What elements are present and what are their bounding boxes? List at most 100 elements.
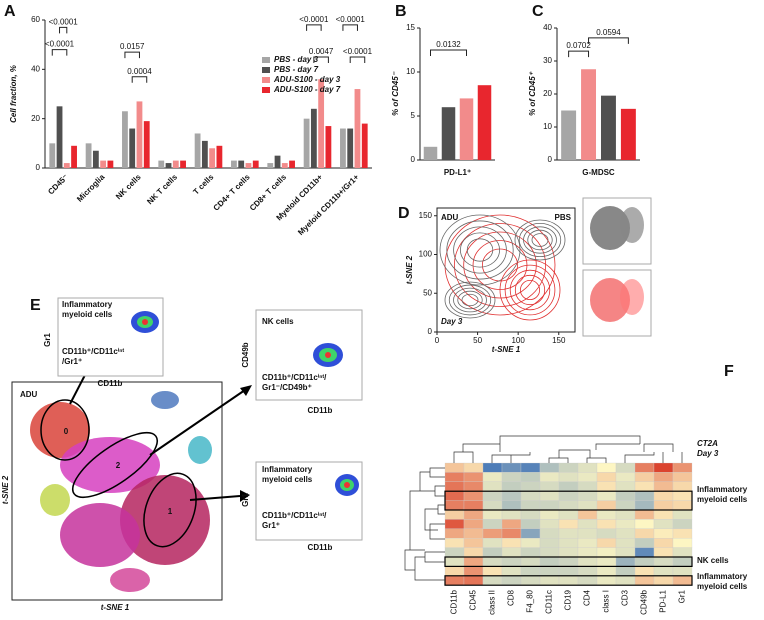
heatmap-annotation: CT2A <box>697 439 718 448</box>
heatmap-cell <box>501 519 522 529</box>
heatmap-cell <box>520 547 541 558</box>
heatmap-cell <box>501 556 522 567</box>
column-label: Gr1 <box>678 589 687 603</box>
column-label: class I <box>602 590 611 613</box>
heatmap-cell <box>463 481 484 492</box>
p-value: <0.0001 <box>299 15 329 24</box>
heatmap-cell <box>539 462 560 473</box>
column-label: CD11b <box>450 589 459 614</box>
heatmap-cell <box>501 462 522 473</box>
y-axis-label: % of CD45⁻ <box>391 71 400 116</box>
arrow <box>149 389 246 456</box>
heatmap-cell <box>558 528 579 539</box>
panel-label: B <box>395 3 407 20</box>
cluster-label: 0 <box>64 427 69 436</box>
significance-bracket <box>342 24 358 31</box>
p-value: 0.0702 <box>566 41 591 50</box>
heatmap-cell <box>558 491 579 501</box>
heatmap-cell <box>444 481 465 492</box>
heatmap-cell <box>463 575 484 586</box>
heatmap-cell <box>520 528 541 539</box>
bar <box>303 118 310 168</box>
heatmap-cell <box>577 538 598 548</box>
heatmap-cell <box>520 575 541 586</box>
heatmap-cell <box>501 538 522 548</box>
heatmap-cell <box>539 566 560 576</box>
heatmap-cell <box>463 538 484 548</box>
heatmap-cell <box>672 481 693 492</box>
y-axis-label: t-SNE 2 <box>405 255 414 284</box>
p-value: 0.0047 <box>309 47 334 56</box>
cluster-blob <box>110 568 150 592</box>
heatmap-cell <box>672 547 693 558</box>
y-tick-label: 10 <box>543 122 552 131</box>
heatmap-cell <box>482 462 503 473</box>
significance-bracket <box>568 50 590 58</box>
heatmap-cell <box>558 500 579 511</box>
heatmap-cell <box>596 528 617 539</box>
heatmap-cell <box>482 566 503 576</box>
heatmap-cell <box>653 556 674 567</box>
heatmap-cell <box>520 491 541 501</box>
heatmap-cell <box>444 528 465 539</box>
heatmap-cell <box>482 575 503 586</box>
cluster-blob <box>30 402 90 458</box>
arrow <box>69 374 86 405</box>
density-contour <box>453 287 487 313</box>
bar <box>231 160 237 168</box>
heatmap-cell <box>596 472 617 482</box>
heatmap-cell <box>577 556 598 567</box>
heatmap-cell <box>615 528 636 539</box>
legend-swatch <box>262 77 270 83</box>
column-dendrogram <box>453 435 683 463</box>
density-contour <box>444 281 496 319</box>
arrow <box>189 495 241 501</box>
arrowhead <box>240 490 250 502</box>
bar <box>441 107 456 160</box>
bar <box>201 140 208 168</box>
legend-swatch <box>262 87 270 93</box>
inset-title: Inflammatory <box>62 300 113 309</box>
inset-phenotype: Gr1⁻/CD49b⁺ <box>262 383 312 392</box>
heatmap-cell <box>653 547 674 558</box>
heatmap-cell <box>596 509 617 520</box>
density-contour <box>444 214 556 316</box>
density-contour <box>514 219 566 261</box>
bar <box>620 108 636 160</box>
y-tick-label: 10 <box>406 67 415 76</box>
y-tick-label: 150 <box>419 211 433 220</box>
p-value: 0.0157 <box>120 42 145 51</box>
inset-title: NK cells <box>262 317 294 326</box>
heatmap-cell <box>596 538 617 548</box>
heatmap-cell <box>653 481 674 492</box>
legend-swatch <box>262 57 270 63</box>
significance-bracket <box>131 76 148 83</box>
column-label: CD11c <box>545 590 554 614</box>
column-label: CD45 <box>469 589 478 610</box>
y-axis-label: % of CD45⁺ <box>528 71 537 116</box>
cluster-blob <box>60 503 140 567</box>
x-tick-label: NK cells <box>114 172 143 201</box>
bar <box>289 160 295 168</box>
heatmap-cell <box>615 481 636 492</box>
significance-bracket <box>430 49 467 56</box>
heatmap-cell <box>558 509 579 520</box>
density-contour <box>446 220 514 280</box>
x-tick-label: Microglia <box>75 172 107 204</box>
heatmap-cell <box>539 491 560 501</box>
heatmap-cell <box>482 500 503 511</box>
heatmap-cell <box>615 509 636 520</box>
heatmap-cell <box>444 500 465 511</box>
density <box>142 319 148 325</box>
heatmap-cell <box>520 556 541 567</box>
density-contour <box>453 226 507 274</box>
heatmap-cell <box>482 509 503 520</box>
x-tick-label: 0 <box>435 336 440 345</box>
heatmap-cell <box>577 575 598 586</box>
bar <box>194 133 201 168</box>
bar <box>122 111 128 168</box>
heatmap-cell <box>444 472 465 482</box>
cluster-label: 2 <box>116 461 121 470</box>
heatmap-cell <box>634 472 655 482</box>
heatmap-cell <box>444 509 465 520</box>
